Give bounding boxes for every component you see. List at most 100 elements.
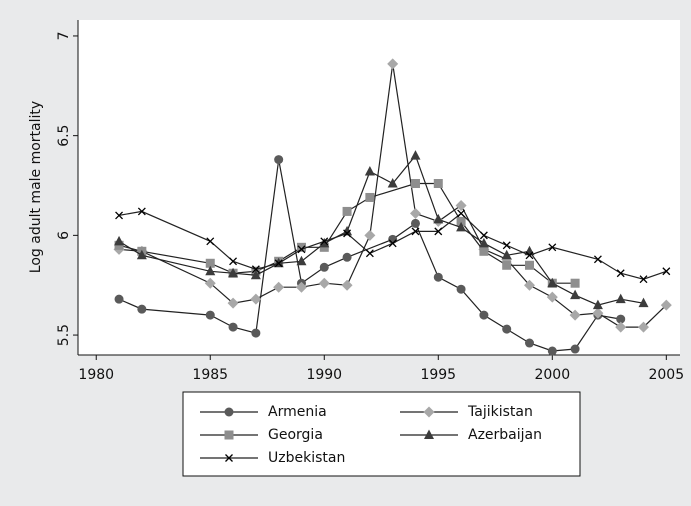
marker (525, 338, 534, 348)
marker (388, 239, 397, 248)
marker (410, 218, 420, 228)
marker (593, 255, 602, 264)
x-tick-label: 2000 (534, 367, 570, 383)
marker (251, 328, 261, 338)
marker (296, 255, 307, 266)
marker (616, 314, 626, 324)
y-tick-label: 5.5 (56, 324, 72, 346)
marker (229, 257, 238, 266)
marker (251, 265, 260, 274)
marker (411, 227, 420, 236)
marker (616, 269, 625, 278)
marker (638, 321, 650, 333)
marker (342, 252, 352, 262)
legend-marker (424, 429, 434, 439)
marker (525, 251, 534, 260)
marker (115, 211, 124, 220)
marker (205, 265, 216, 276)
marker (410, 179, 420, 189)
marker (319, 237, 330, 248)
marker (136, 249, 147, 260)
marker (502, 241, 511, 250)
marker (455, 199, 467, 211)
series-line (118, 210, 667, 280)
marker (274, 259, 283, 268)
marker (479, 246, 489, 256)
marker (274, 155, 284, 165)
marker (434, 227, 443, 236)
x-tick-label: 1985 (192, 367, 228, 383)
marker (205, 258, 215, 268)
marker (205, 310, 215, 320)
x-tick-label: 1995 (420, 367, 456, 383)
marker (479, 231, 488, 240)
marker (137, 207, 146, 216)
marker (114, 294, 124, 304)
y-tick-label: 7 (56, 31, 72, 40)
legend (182, 391, 581, 477)
marker (456, 221, 467, 232)
legend-label: Uzbekistan (268, 450, 345, 466)
marker (569, 309, 581, 321)
marker (502, 324, 512, 334)
marker (433, 213, 444, 224)
marker (546, 291, 558, 303)
legend-label: Georgia (268, 427, 323, 443)
marker (615, 293, 626, 304)
series-line (118, 154, 644, 306)
marker (456, 216, 466, 226)
marker (547, 346, 557, 356)
y-tick-label: 6.5 (56, 125, 72, 147)
marker (524, 279, 535, 291)
marker (319, 262, 329, 272)
plot-area (78, 20, 680, 355)
legend-marker (225, 454, 233, 462)
marker (387, 58, 399, 70)
x-tick-label: 1980 (78, 367, 114, 383)
marker (341, 279, 353, 291)
marker (502, 260, 512, 270)
legend-marker (423, 406, 435, 418)
marker (114, 235, 125, 246)
marker (525, 260, 534, 270)
marker (662, 267, 671, 276)
x-tick-label: 1990 (306, 367, 342, 383)
y-tick-label: 6 (56, 231, 72, 240)
y-axis-label: Log adult male mortality (28, 101, 44, 273)
marker (570, 289, 581, 300)
marker (387, 178, 398, 188)
marker (297, 245, 306, 254)
marker (250, 269, 261, 280)
marker (365, 249, 374, 258)
marker (273, 281, 285, 293)
marker (228, 322, 238, 332)
marker (318, 277, 330, 289)
marker (615, 321, 627, 333)
marker (364, 229, 376, 241)
marker (570, 344, 580, 354)
marker (639, 275, 648, 284)
marker (409, 207, 421, 219)
marker (204, 277, 216, 289)
marker (227, 297, 239, 309)
legend-label: Armenia (268, 404, 327, 420)
legend-label: Azerbaijan (468, 427, 542, 443)
marker (364, 166, 375, 176)
legend-marker (224, 407, 234, 417)
marker (456, 284, 466, 294)
marker (433, 272, 443, 282)
marker (478, 237, 489, 248)
marker (365, 192, 375, 202)
marker (547, 277, 558, 288)
marker (592, 307, 604, 319)
marker (548, 243, 557, 252)
marker (433, 179, 443, 189)
marker (137, 304, 147, 314)
marker (206, 237, 215, 246)
legend-label: Tajikistan (467, 404, 533, 420)
marker (342, 225, 353, 236)
x-tick-label: 2005 (648, 367, 684, 383)
marker (342, 206, 352, 216)
